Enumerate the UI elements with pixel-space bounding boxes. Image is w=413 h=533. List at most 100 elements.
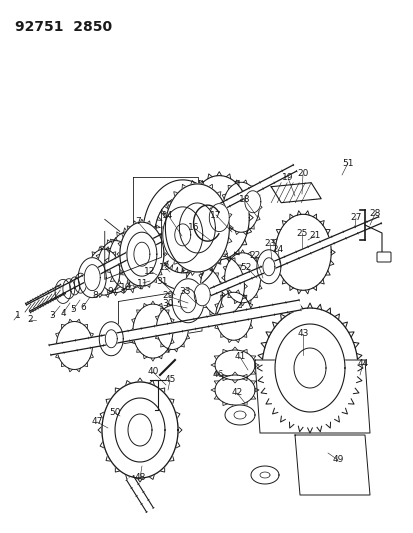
Ellipse shape xyxy=(306,466,356,474)
Text: 31: 31 xyxy=(156,278,167,287)
Polygon shape xyxy=(97,240,133,293)
Text: 5: 5 xyxy=(70,305,76,314)
Text: 40: 40 xyxy=(147,367,158,376)
Polygon shape xyxy=(256,250,280,284)
Polygon shape xyxy=(178,217,380,308)
Text: 42: 42 xyxy=(231,389,242,398)
Polygon shape xyxy=(162,207,202,263)
Polygon shape xyxy=(274,324,344,412)
Polygon shape xyxy=(250,466,278,484)
Polygon shape xyxy=(223,182,259,232)
FancyBboxPatch shape xyxy=(376,252,390,262)
Polygon shape xyxy=(133,242,150,266)
Polygon shape xyxy=(172,279,204,323)
Polygon shape xyxy=(214,350,254,380)
Polygon shape xyxy=(102,382,178,478)
Text: 14: 14 xyxy=(162,211,173,220)
Text: 30: 30 xyxy=(162,300,173,309)
Polygon shape xyxy=(156,305,188,350)
Polygon shape xyxy=(209,204,229,232)
Text: 6: 6 xyxy=(80,303,85,311)
Polygon shape xyxy=(174,224,190,246)
Polygon shape xyxy=(49,300,300,355)
Polygon shape xyxy=(120,222,164,286)
Polygon shape xyxy=(69,277,80,295)
Text: 10: 10 xyxy=(120,282,131,292)
Text: 12: 12 xyxy=(144,266,155,276)
Text: 19: 19 xyxy=(282,174,293,182)
Polygon shape xyxy=(126,476,153,512)
Polygon shape xyxy=(165,184,229,272)
Polygon shape xyxy=(133,304,173,358)
Polygon shape xyxy=(294,435,369,495)
Polygon shape xyxy=(26,285,65,312)
Polygon shape xyxy=(126,232,157,276)
Polygon shape xyxy=(189,175,249,260)
Polygon shape xyxy=(215,292,251,340)
Polygon shape xyxy=(128,414,152,446)
Ellipse shape xyxy=(306,477,356,485)
Polygon shape xyxy=(55,279,71,303)
Text: 41: 41 xyxy=(234,352,245,361)
Text: 8: 8 xyxy=(92,290,97,300)
Text: 3: 3 xyxy=(49,311,55,320)
Polygon shape xyxy=(275,214,330,290)
Polygon shape xyxy=(102,382,178,478)
Text: 47: 47 xyxy=(91,417,102,426)
Polygon shape xyxy=(214,375,254,405)
Polygon shape xyxy=(115,398,165,462)
Polygon shape xyxy=(165,184,229,272)
Text: 49: 49 xyxy=(332,456,343,464)
Polygon shape xyxy=(244,191,260,213)
Polygon shape xyxy=(88,249,120,295)
Text: 43: 43 xyxy=(297,329,308,338)
Polygon shape xyxy=(233,411,245,419)
Text: 23: 23 xyxy=(263,238,275,247)
Polygon shape xyxy=(179,203,215,253)
Text: 2: 2 xyxy=(27,316,33,325)
Polygon shape xyxy=(120,222,164,286)
Text: 16: 16 xyxy=(188,223,199,232)
Polygon shape xyxy=(84,265,100,290)
Polygon shape xyxy=(56,321,92,369)
Text: 20: 20 xyxy=(297,169,308,179)
Ellipse shape xyxy=(306,455,356,463)
Polygon shape xyxy=(271,183,320,203)
Polygon shape xyxy=(99,322,123,356)
Polygon shape xyxy=(63,279,75,298)
Text: 22: 22 xyxy=(249,252,260,261)
Polygon shape xyxy=(109,231,148,289)
Polygon shape xyxy=(182,267,222,323)
Text: 21: 21 xyxy=(309,231,320,240)
Text: 4: 4 xyxy=(60,309,66,318)
Polygon shape xyxy=(105,330,117,348)
Text: 13: 13 xyxy=(159,262,170,271)
Polygon shape xyxy=(78,257,106,297)
Polygon shape xyxy=(194,284,210,306)
Text: 29: 29 xyxy=(162,292,173,301)
Polygon shape xyxy=(259,472,269,478)
Text: 45: 45 xyxy=(164,376,175,384)
Text: 11: 11 xyxy=(137,279,148,287)
Polygon shape xyxy=(74,273,86,293)
Text: 28: 28 xyxy=(368,209,380,219)
Text: 92751  2850: 92751 2850 xyxy=(15,20,112,34)
Polygon shape xyxy=(293,348,325,388)
Text: 51: 51 xyxy=(342,158,353,167)
Polygon shape xyxy=(261,308,357,428)
Polygon shape xyxy=(262,258,274,276)
Text: 17: 17 xyxy=(210,211,221,220)
Text: 46: 46 xyxy=(212,370,223,379)
Polygon shape xyxy=(224,253,260,303)
Text: 9: 9 xyxy=(107,287,113,295)
Polygon shape xyxy=(180,289,196,313)
Text: 44: 44 xyxy=(356,359,368,368)
Ellipse shape xyxy=(306,444,356,452)
Text: 1: 1 xyxy=(15,311,21,319)
Text: 25: 25 xyxy=(296,229,307,238)
Polygon shape xyxy=(26,165,296,311)
Text: 7: 7 xyxy=(135,217,140,227)
Text: 33: 33 xyxy=(179,287,190,296)
Text: 52: 52 xyxy=(240,262,251,271)
Text: 48: 48 xyxy=(134,473,145,482)
